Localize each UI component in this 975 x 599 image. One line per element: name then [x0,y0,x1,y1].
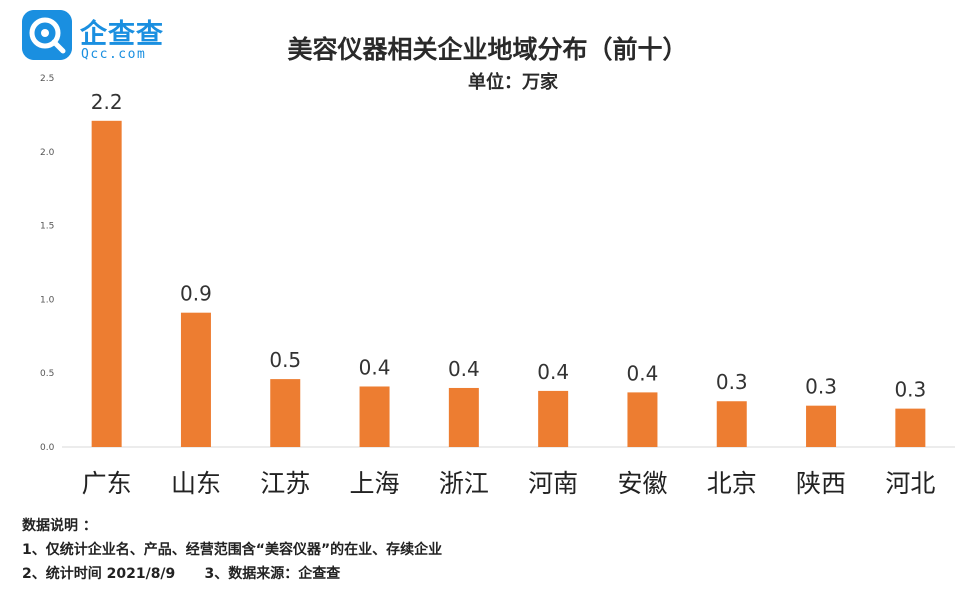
x-tick-label: 上海 [350,469,400,498]
x-tick-label: 河北 [885,469,935,498]
bar [538,390,569,447]
bar [806,405,837,447]
data-label: 0.9 [180,282,212,306]
y-tick-label: 0.0 [40,443,55,453]
data-label: 0.5 [269,348,301,372]
bar [627,392,658,447]
y-tick-label: 0.5 [40,369,54,379]
x-tick-label: 河南 [528,469,578,498]
bar [895,408,926,447]
x-tick-label: 广东 [82,469,132,498]
x-tick-label: 陕西 [796,469,846,498]
bar [270,379,301,447]
brand-logo: 企查查 Qcc.com [22,10,192,68]
brand-url: Qcc.com [81,47,147,62]
notes-heading: 数据说明 ： [22,518,97,534]
y-tick-label: 1.0 [40,295,55,305]
brand-name: 企查查 [80,19,164,50]
x-tick-label: 山东 [171,469,221,498]
bar-chart: 0.0 0.5 1.0 1.5 2.0 2.5 2.2 广东 0.9 山东 0.5 江苏 0.4 上海 0.… [40,74,955,498]
y-tick-label: 1.5 [40,222,54,232]
notes-line-2: 2、统计时间 2021/8/9 3、数据来源：企查查 [22,566,341,582]
y-tick-label: 2.5 [40,74,54,84]
x-tick-label: 江苏 [260,469,310,498]
data-label: 2.2 [91,90,123,114]
bar [91,120,122,447]
data-label: 0.3 [716,370,748,394]
chart-unit: 单位：万家 [468,72,558,93]
bar [180,312,211,447]
notes-line-1: 1、仅统计企业名、产品、经营范围含“美容仪器”的在业、存续企业 [22,542,443,558]
data-label: 0.3 [894,378,926,402]
data-notes: 数据说明 ： 1、仅统计企业名、产品、经营范围含“美容仪器”的在业、存续企业 2… [22,514,442,586]
bar [716,401,747,447]
qcc-logo-icon [22,10,72,60]
data-label: 0.4 [359,355,391,379]
x-tick-label: 安徽 [617,469,667,498]
y-tick-label: 2.0 [40,148,55,158]
data-label: 0.4 [627,361,659,385]
data-label: 0.3 [805,375,837,399]
chart-title: 美容仪器相关企业地域分布（前十） [287,35,688,64]
bar [448,387,479,447]
x-tick-label: 浙江 [439,469,489,498]
data-label: 0.4 [448,357,480,381]
x-tick-label: 北京 [707,469,757,498]
bar [359,386,390,447]
data-label: 0.4 [537,360,569,384]
